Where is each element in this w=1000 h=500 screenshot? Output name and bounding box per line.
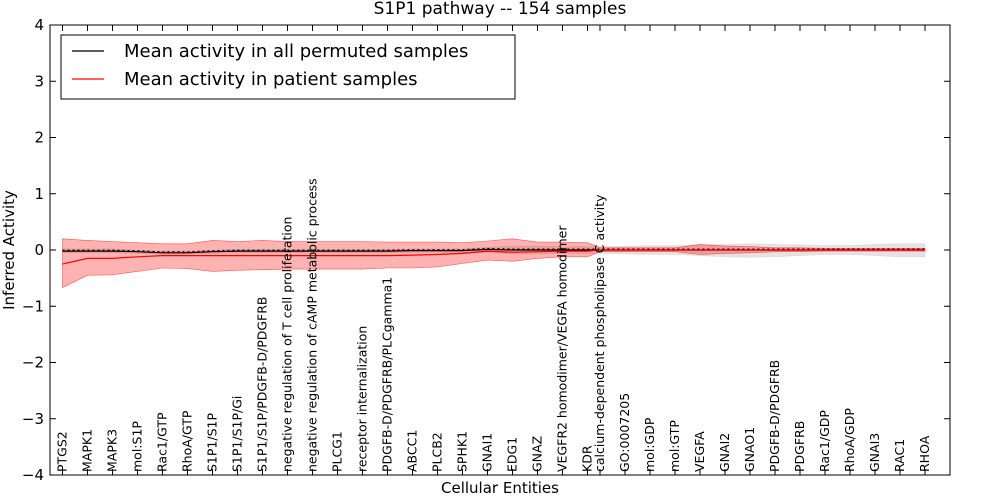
x-tick-label: VEGFA: [692, 431, 707, 472]
x-tick-label: ABCC1: [405, 430, 420, 472]
x-tick-label: RhoA/GDP: [842, 408, 857, 472]
x-tick-label: PDGFB-D/PDGFRB: [767, 360, 782, 472]
x-tick-label: mol:S1P: [130, 421, 145, 472]
y-tick-label: −1: [22, 297, 44, 315]
y-tick-label: −4: [22, 466, 44, 484]
x-tick-label: GNAI3: [867, 433, 882, 472]
x-tick-label: negative regulation of cAMP metabolic pr…: [305, 178, 320, 472]
confidence-bands: [62, 238, 926, 289]
x-tick-label: KDR: [580, 445, 595, 472]
legend-box: [60, 34, 516, 100]
y-tick-label: 3: [34, 72, 44, 90]
x-axis-label: Cellular Entities: [441, 479, 559, 497]
x-tick-label: PDGFRB: [792, 421, 807, 472]
x-tick-label: negative regulation of T cell proliferat…: [280, 217, 295, 472]
y-tick-label: −2: [22, 354, 44, 372]
x-tick-label: receptor internalization: [355, 326, 370, 472]
x-tick-label: S1P1/S1P/Gi: [230, 396, 245, 472]
x-tick-label: RAC1: [892, 439, 907, 472]
legend-label-permuted: Mean activity in all permuted samples: [124, 41, 468, 62]
y-axis-label: Inferred Activity: [0, 190, 18, 310]
y-axis: −4 −3 −2 −1 0 1 2 3 4: [22, 16, 950, 484]
x-tick-label: RhoA/GTP: [180, 410, 195, 472]
series-lines: [62, 247, 925, 265]
x-tick-label: GNAI1: [480, 433, 495, 472]
x-tick-label: S1P1/S1P/PDGFB-D/PDGFRB: [255, 297, 270, 473]
x-tick-label: PLCG1: [330, 431, 345, 472]
chart-title: S1P1 pathway -- 154 samples: [374, 0, 627, 19]
x-tick-label: GNAI2: [717, 433, 732, 472]
line-patient: [62, 249, 925, 265]
x-tick-label: mol:GDP: [642, 417, 657, 472]
y-tick-label: 4: [34, 16, 44, 34]
legend-label-patient: Mean activity in patient samples: [124, 69, 418, 90]
x-tick-label: PTGS2: [55, 431, 70, 472]
x-tick-label: GNAZ: [530, 436, 545, 472]
x-tick-label: VEGFR2 homodimer/VEGFA homodimer: [555, 225, 570, 472]
x-tick-label: S1P1/S1P: [205, 413, 220, 472]
x-tick-label: PDGFB-D/PDGFRB/PLCgamma1: [380, 277, 395, 472]
y-tick-label: 2: [34, 129, 44, 147]
x-tick-label: SPHK1: [455, 431, 470, 472]
legend: Mean activity in all permuted samples Me…: [60, 34, 516, 100]
x-tick-label: MAPK3: [105, 429, 120, 472]
x-tick-label: PLCB2: [430, 432, 445, 472]
x-tick-label: mol:GTP: [667, 420, 682, 472]
x-tick-label: EDG1: [505, 437, 520, 472]
y-tick-label: 1: [34, 185, 44, 203]
x-axis: PTGS2 MAPK1 MAPK3 mol:S1P Rac1/GTP RhoA/GTP S1…: [55, 25, 932, 475]
line-permuted-dotted: [62, 247, 925, 253]
x-tick-label: calcium-dependent phospholipase C activi…: [592, 194, 607, 472]
y-tick-label: −3: [22, 410, 44, 428]
x-tick-label: Rac1/GTP: [155, 412, 170, 472]
x-tick-label: Rac1/GDP: [817, 410, 832, 472]
y-tick-label: 0: [34, 241, 44, 259]
x-tick-label: GO:0007205: [617, 393, 632, 472]
x-tick-label: MAPK1: [80, 429, 95, 472]
x-tick-label: RHOA: [917, 435, 932, 472]
x-tick-label: GNAO1: [742, 427, 757, 472]
